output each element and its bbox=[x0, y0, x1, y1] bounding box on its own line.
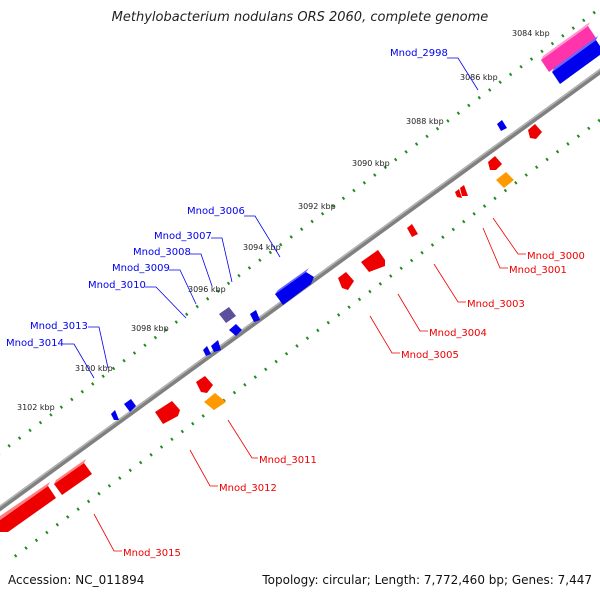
gene-feature-red[interactable] bbox=[155, 401, 180, 424]
gene-feature-red[interactable] bbox=[528, 124, 542, 139]
gene-label-top[interactable]: Mnod_3010 bbox=[88, 280, 146, 291]
gene-label-top[interactable]: Mnod_3007 bbox=[154, 231, 212, 242]
gene-label-bottom[interactable]: Mnod_3004 bbox=[429, 328, 487, 339]
tick-label: 3096 kbp bbox=[188, 285, 226, 294]
gene-label-bottom[interactable]: Mnod_3003 bbox=[467, 299, 525, 310]
gene-feature-red[interactable] bbox=[54, 463, 92, 495]
tick-label: 3102 kbp bbox=[17, 403, 55, 412]
gene-feature-red-highlight bbox=[54, 459, 86, 484]
gene-feature-blue[interactable] bbox=[124, 399, 136, 412]
gene-label-bottom[interactable]: Mnod_3000 bbox=[527, 251, 585, 262]
bottom-gene-labels: Mnod_3000 Mnod_3001 Mnod_3003 Mnod_3004 … bbox=[123, 251, 585, 559]
tick-label: 3084 kbp bbox=[512, 29, 550, 38]
gene-label-top[interactable]: Mnod_3009 bbox=[112, 263, 170, 274]
tick-label: 3094 kbp bbox=[243, 243, 281, 252]
gene-label-top[interactable]: Mnod_2998 bbox=[390, 48, 448, 59]
gene-feature-blue[interactable] bbox=[250, 310, 260, 322]
inner-dotted-ring bbox=[9, 118, 600, 562]
gene-feature-blue-highlight bbox=[275, 268, 309, 294]
gene-feature-red[interactable] bbox=[338, 272, 354, 290]
gene-label-top[interactable]: Mnod_3008 bbox=[133, 247, 191, 258]
top-leader-lines bbox=[63, 57, 479, 379]
tick-label: 3090 kbp bbox=[352, 159, 390, 168]
gene-feature-red[interactable] bbox=[361, 250, 385, 272]
gene-feature-orange[interactable] bbox=[496, 172, 514, 188]
gene-feature-blue[interactable] bbox=[203, 346, 211, 356]
tick-label: 3100 kbp bbox=[75, 364, 113, 373]
gene-feature-blue[interactable] bbox=[497, 120, 507, 131]
gene-label-bottom[interactable]: Mnod_3005 bbox=[401, 350, 459, 361]
gene-feature-purple[interactable] bbox=[219, 307, 236, 323]
tick-label: 3088 kbp bbox=[406, 117, 444, 126]
genome-title: Methylobacterium nodulans ORS 2060, comp… bbox=[111, 10, 489, 25]
gene-feature-blue[interactable] bbox=[229, 324, 242, 336]
gene-feature-blue[interactable] bbox=[211, 340, 221, 352]
gene-feature-blue[interactable] bbox=[552, 40, 600, 84]
tick-label: 3092 kbp bbox=[298, 202, 336, 211]
gene-feature-red-highlight bbox=[0, 482, 50, 520]
gene-feature-blue[interactable] bbox=[275, 272, 314, 305]
gene-feature-red[interactable] bbox=[407, 224, 418, 237]
gene-label-top[interactable]: Mnod_3013 bbox=[30, 321, 88, 332]
gene-feature-red[interactable] bbox=[196, 376, 213, 393]
gene-label-bottom[interactable]: Mnod_3012 bbox=[219, 483, 277, 494]
top-gene-labels: Mnod_2998 Mnod_3006 Mnod_3007 Mnod_3008 … bbox=[6, 48, 448, 349]
accession-text: Accession: NC_011894 bbox=[8, 573, 145, 587]
gene-feature-red[interactable] bbox=[488, 156, 502, 170]
gene-feature-blue-highlight bbox=[552, 36, 598, 72]
genome-summary-text: Topology: circular; Length: 7,772,460 bp… bbox=[262, 573, 592, 587]
gene-feature-blue[interactable] bbox=[111, 410, 119, 420]
gene-feature-pink-highlight bbox=[541, 22, 590, 60]
gene-feature-red[interactable] bbox=[455, 189, 462, 198]
tick-label: 3086 kbp bbox=[460, 73, 498, 82]
gene-label-bottom[interactable]: Mnod_3001 bbox=[509, 265, 567, 276]
gene-feature-red[interactable] bbox=[460, 185, 468, 196]
tick-label: 3098 kbp bbox=[131, 324, 169, 333]
gene-feature-pink[interactable] bbox=[541, 26, 596, 72]
reverse-features bbox=[0, 124, 542, 532]
gene-label-bottom[interactable]: Mnod_3015 bbox=[123, 548, 181, 559]
bottom-leader-lines bbox=[93, 217, 526, 552]
forward-features bbox=[111, 22, 600, 420]
gene-label-top[interactable]: Mnod_3014 bbox=[6, 338, 64, 349]
gene-feature-orange[interactable] bbox=[204, 393, 226, 410]
gene-feature-red[interactable] bbox=[0, 486, 56, 532]
gene-label-bottom[interactable]: Mnod_3011 bbox=[259, 455, 317, 466]
gene-label-top[interactable]: Mnod_3006 bbox=[187, 206, 245, 217]
